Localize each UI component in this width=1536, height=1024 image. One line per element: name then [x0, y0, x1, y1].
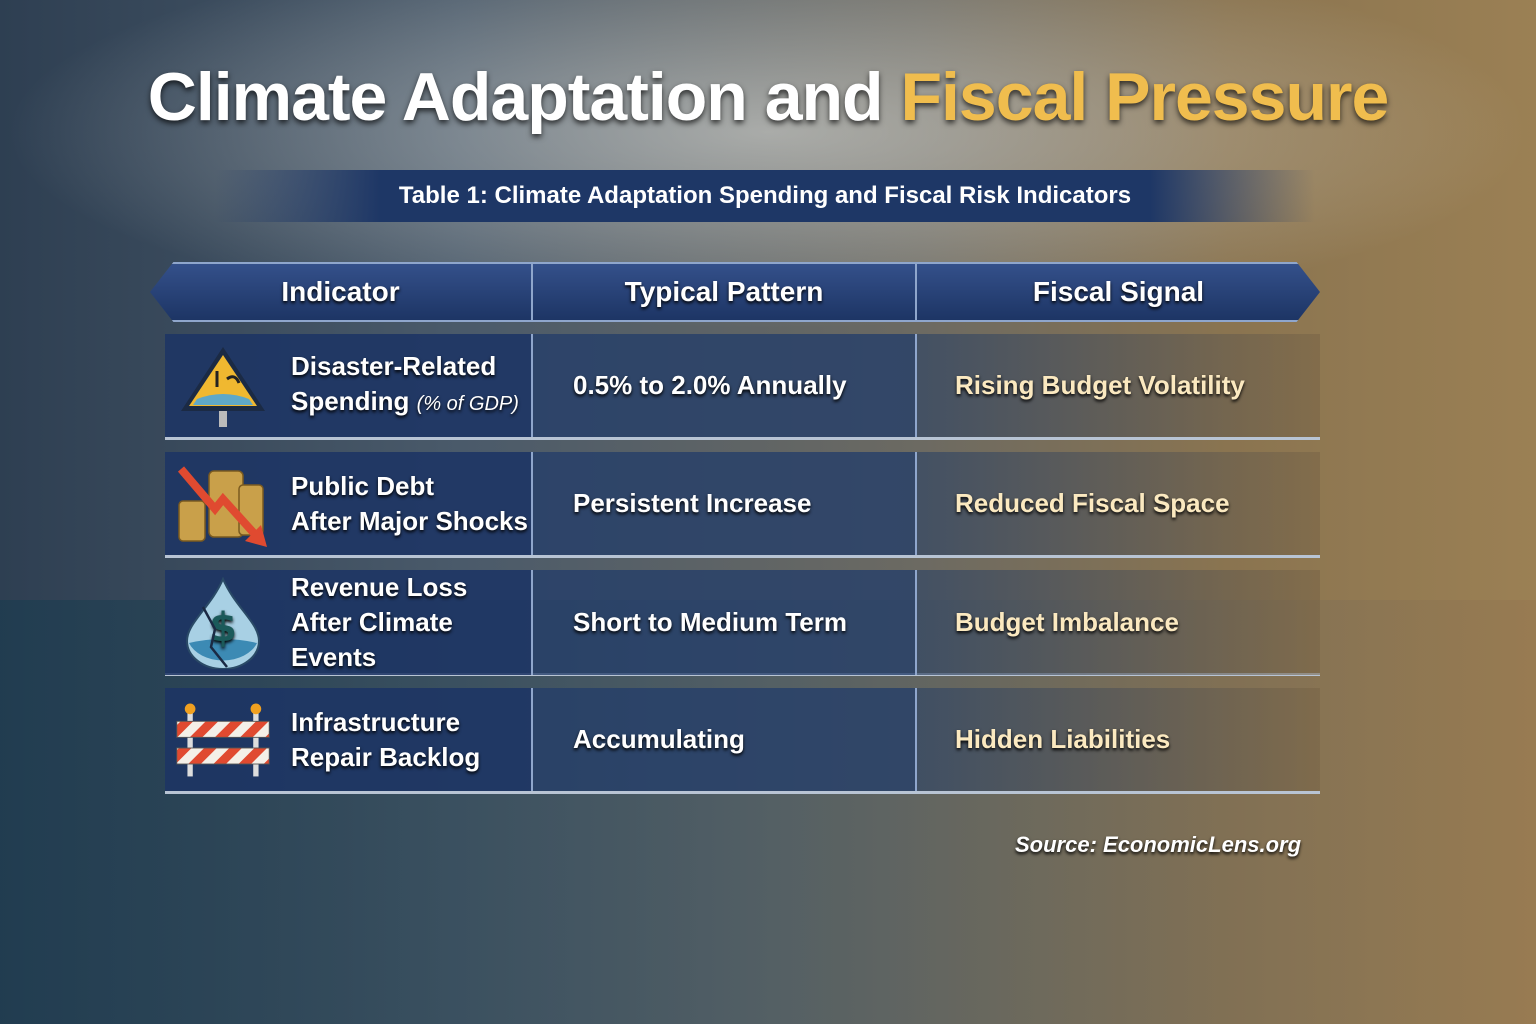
- header-indicator: Indicator: [150, 264, 533, 320]
- flood-warning-sign-icon: [175, 343, 271, 429]
- indicator-cell: Public Debt After Major Shocks: [165, 452, 533, 555]
- source-credit: Source: EconomicLens.org: [1015, 832, 1302, 857]
- signal-cell: Reduced Fiscal Space: [917, 452, 1320, 555]
- indicator-table: Indicator Typical Pattern Fiscal Signal …: [150, 262, 1320, 794]
- indicator-line2: After Major Shocks: [291, 505, 528, 536]
- page-title: Climate Adaptation and Fiscal Pressure: [0, 58, 1536, 136]
- indicator-note: (% of GDP): [416, 393, 519, 415]
- coins-falling-arrow-icon: [175, 461, 271, 547]
- indicator-cell: $ Revenue Loss After Climate Events: [165, 570, 533, 675]
- pattern-cell: Persistent Increase: [533, 452, 917, 555]
- signal-cell: Rising Budget Volatility: [917, 334, 1320, 437]
- title-main: Climate Adaptation and: [147, 59, 884, 135]
- cracked-dollar-drop-icon: $: [175, 576, 271, 669]
- signal-cell: Hidden Liabilities: [917, 688, 1320, 791]
- header-signal: Fiscal Signal: [1032, 276, 1205, 307]
- pattern-cell: Short to Medium Term: [533, 570, 917, 675]
- table-header: Indicator Typical Pattern Fiscal Signal: [150, 262, 1320, 322]
- header-pattern: Typical Pattern: [533, 264, 917, 320]
- table-row: Infrastructure Repair Backlog Accumulatin…: [165, 688, 1320, 794]
- road-barrier-icon: [175, 697, 271, 783]
- table-row: Disaster-Related Spending (% of GDP) 0.5%…: [165, 334, 1320, 440]
- title-accent: Fiscal Pressure: [900, 59, 1390, 135]
- indicator-cell: Disaster-Related Spending (% of GDP): [165, 334, 533, 437]
- indicator-line1: Revenue Loss: [291, 572, 468, 602]
- indicator-line2: Spending: [291, 386, 410, 416]
- indicator-line1: Public Debt: [291, 470, 435, 501]
- table-row: $ Revenue Loss After Climate Events Short…: [165, 570, 1320, 676]
- indicator-line1: Disaster-Related: [291, 351, 497, 381]
- pattern-cell: Accumulating: [533, 688, 917, 791]
- indicator-cell: Infrastructure Repair Backlog: [165, 688, 533, 791]
- table-row: Public Debt After Major Shocks Persistent…: [165, 452, 1320, 558]
- pattern-cell: 0.5% to 2.0% Annually: [533, 334, 917, 437]
- indicator-line2: After Climate Events: [291, 607, 453, 672]
- table-caption: Table 1: Climate Adaptation Spending and…: [215, 170, 1315, 222]
- indicator-line2: Repair Backlog: [291, 741, 481, 772]
- signal-cell: Budget Imbalance: [917, 570, 1320, 675]
- indicator-line1: Infrastructure: [291, 706, 461, 737]
